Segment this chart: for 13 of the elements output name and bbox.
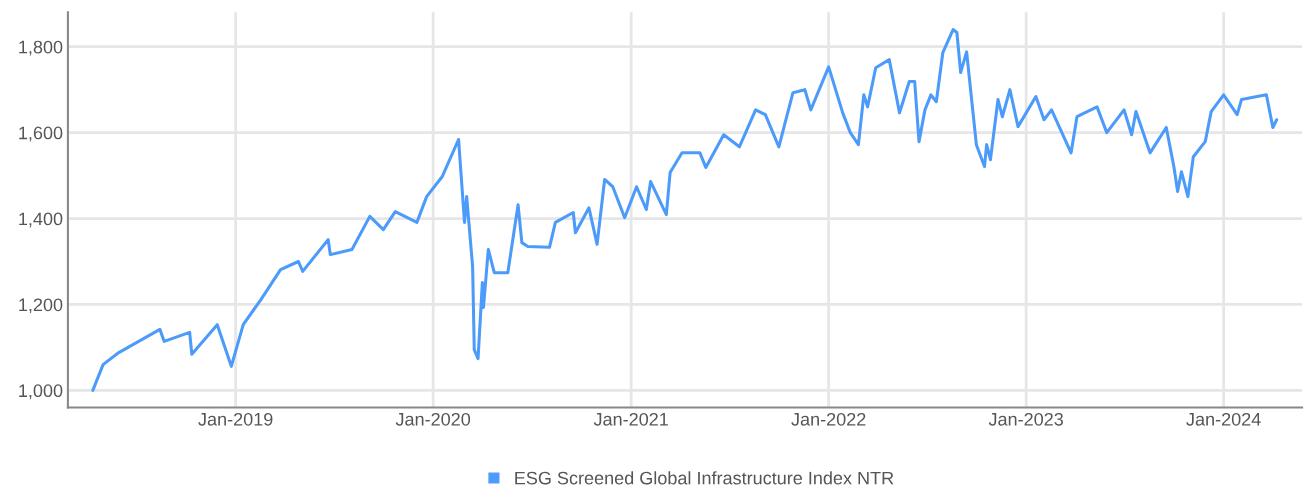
y-tick-label: 1,600 — [19, 126, 63, 142]
y-tick-label: 1,200 — [19, 298, 63, 314]
x-tick-label: Jan-2023 — [988, 412, 1063, 426]
x-tick-label: Jan-2024 — [1186, 412, 1261, 426]
legend-label: ESG Screened Global Infrastructure Index NTR — [515, 471, 894, 485]
x-tick-label: Jan-2021 — [593, 412, 668, 426]
line-series — [91, 28, 1279, 392]
x-tick-label: Jan-2020 — [395, 412, 471, 426]
y-tick-label: 1,400 — [19, 212, 63, 228]
y-tick-label: 1,800 — [19, 40, 63, 56]
x-tick-label: Jan-2022 — [791, 412, 866, 426]
y-tick-label: 1,000 — [19, 384, 63, 400]
x-tick-label: Jan-2019 — [198, 412, 273, 426]
